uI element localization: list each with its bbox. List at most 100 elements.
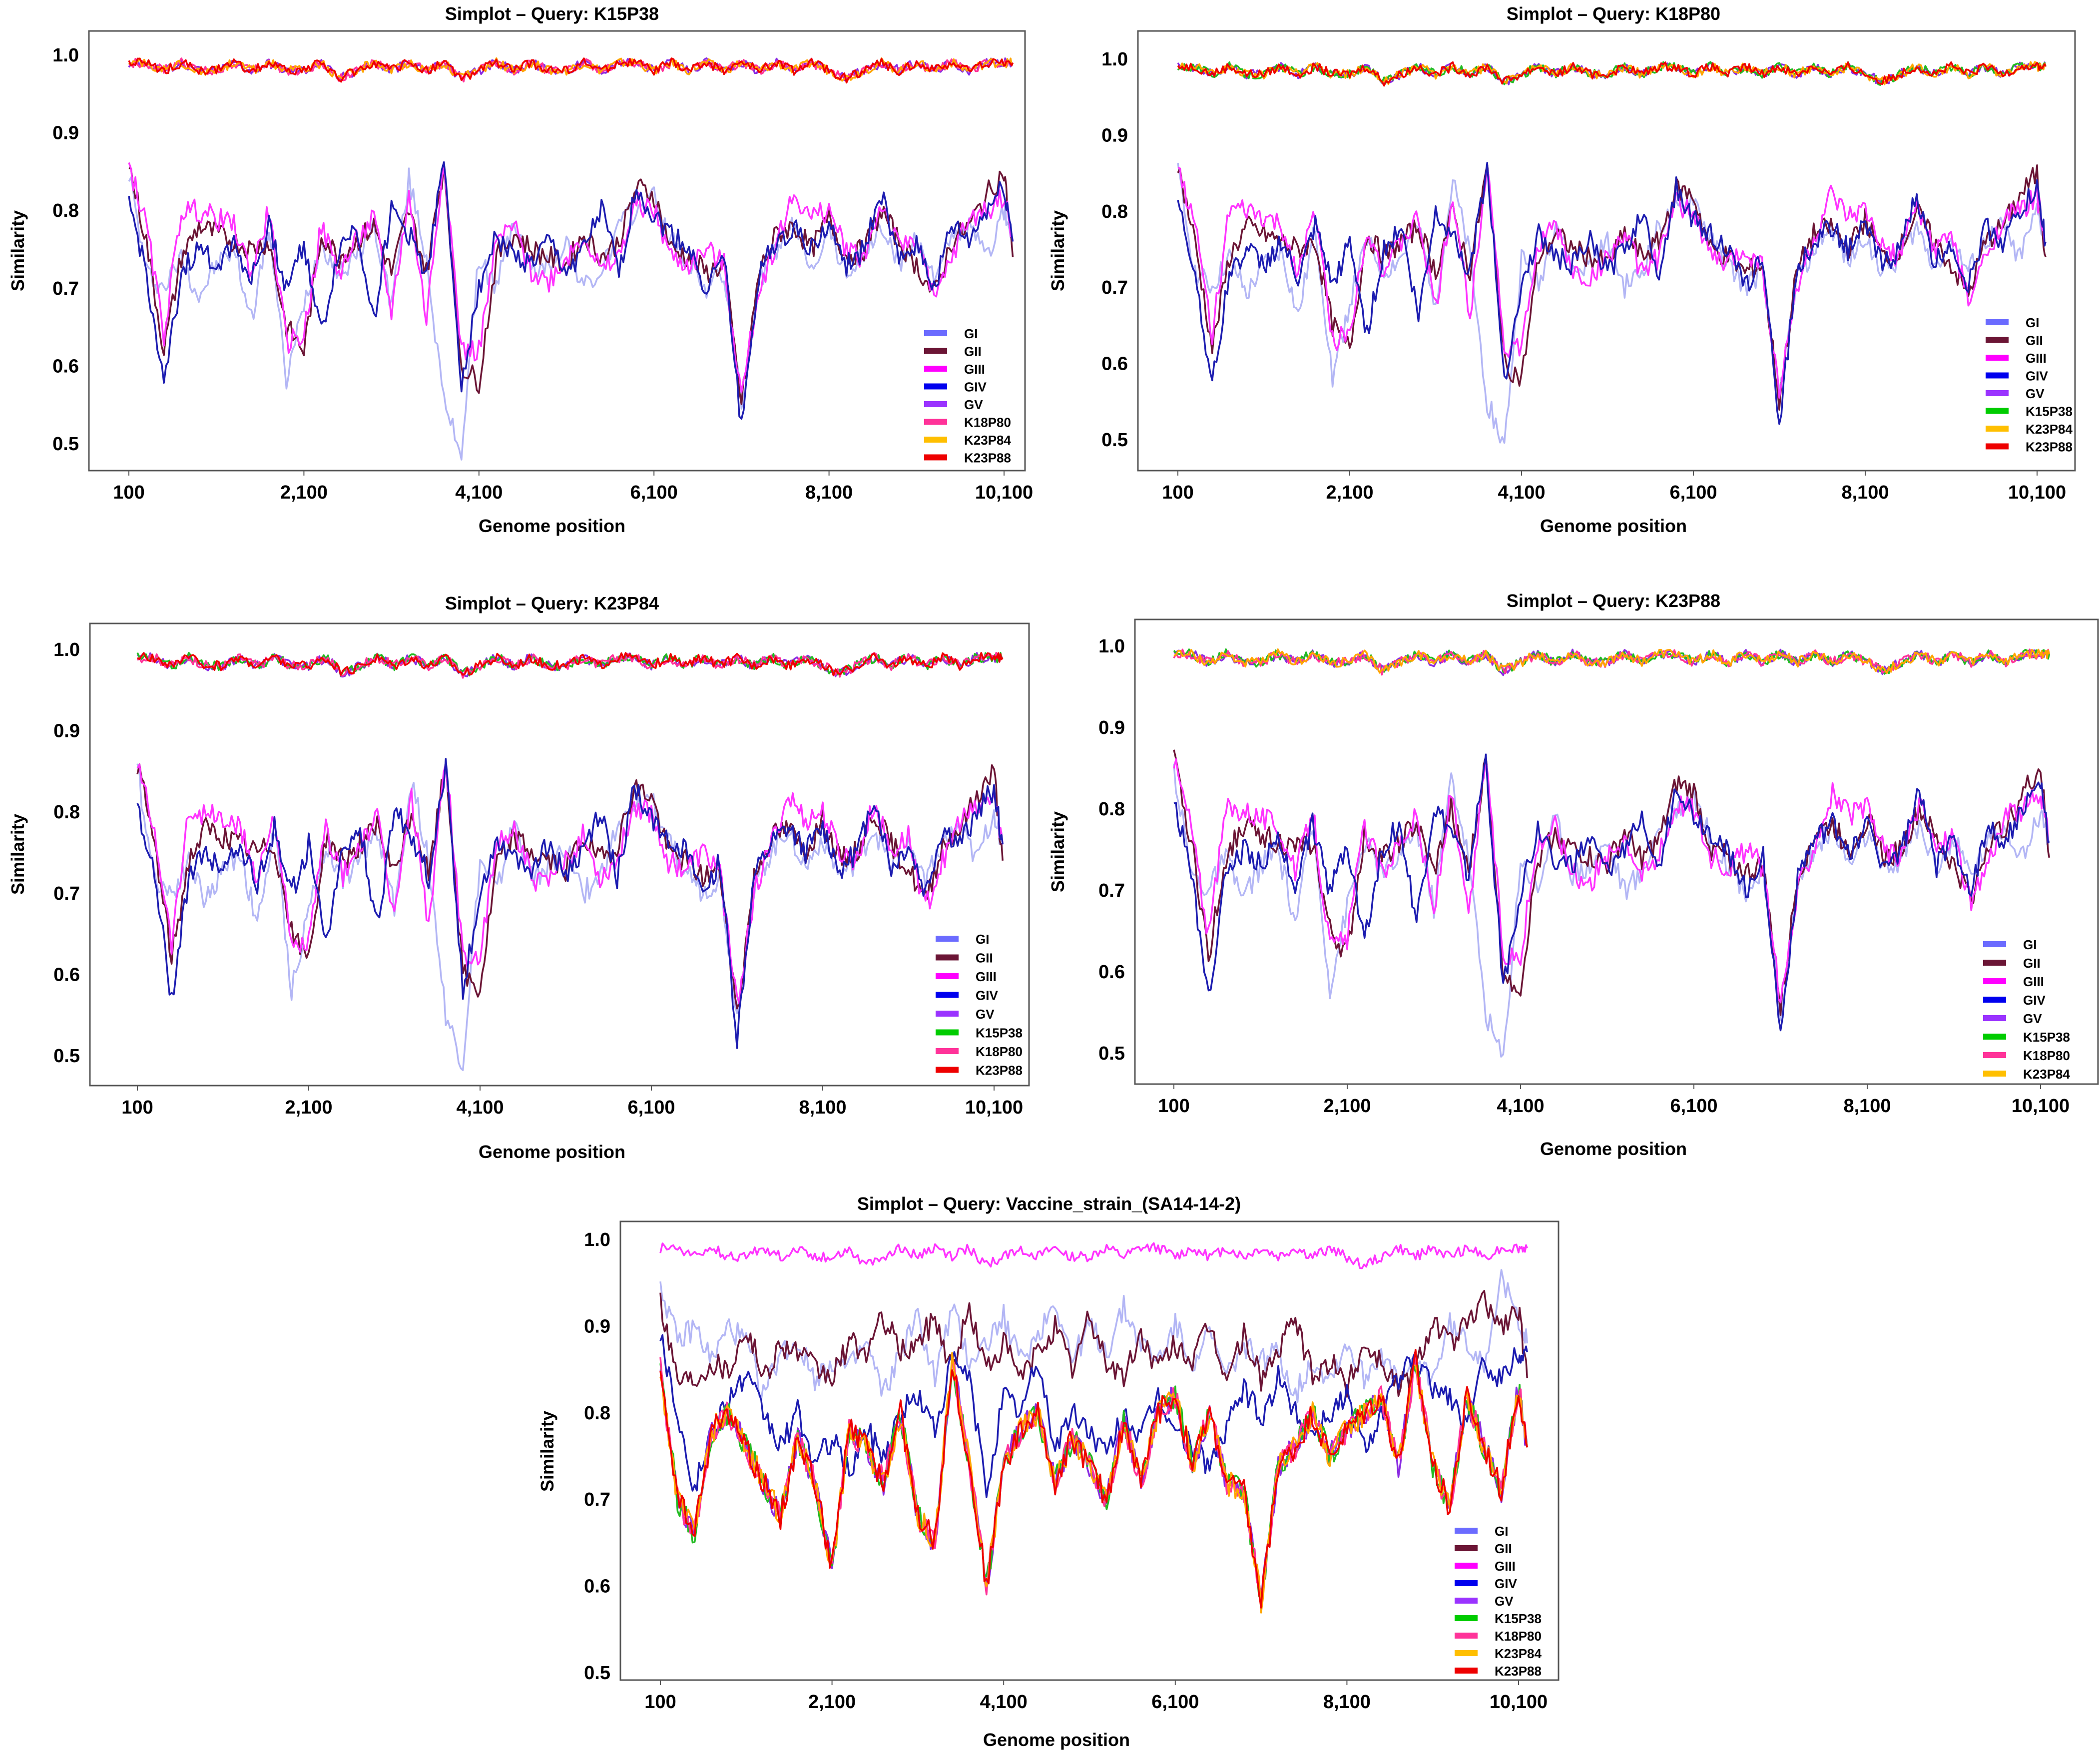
plot-frame <box>1134 618 2099 1085</box>
series-line-k18p80 <box>659 1354 1528 1596</box>
x-tick-label: 6,100 <box>1669 482 1717 503</box>
legend-label: GV <box>2023 1011 2042 1026</box>
x-axis-label: Genome position <box>983 1730 1130 1750</box>
y-ticks: 0.5 0.6 0.7 0.8 0.9 1.0 <box>53 639 80 1067</box>
legend-swatch <box>1986 390 2009 396</box>
x-tick-label: 10,100 <box>965 1097 1023 1118</box>
x-ticks: 100 2,100 4,100 6,100 8,100 10,100 <box>113 471 1033 503</box>
x-tick-label: 4,100 <box>1498 482 1545 503</box>
legend-label: GII <box>1495 1541 1512 1556</box>
y-tick-label: 1.0 <box>1101 49 1128 70</box>
legend-swatch <box>1455 1650 1478 1656</box>
legend-label: K23P88 <box>1495 1664 1542 1679</box>
series-line-giv <box>659 1334 1528 1498</box>
legend-label: GIV <box>964 380 987 395</box>
legend-swatch <box>1983 960 2006 966</box>
series-line-k23p84 <box>1173 648 2051 674</box>
x-tick-label: 100 <box>1158 1096 1189 1117</box>
series-line-k15p38 <box>136 651 1003 677</box>
legend-label: GII <box>2026 333 2043 348</box>
legend-swatch <box>936 1011 959 1017</box>
chart-panel-k18p80: Simplot – Query: K18P80 Similarity Genom… <box>1048 3 2076 536</box>
plot-frame <box>619 1220 1560 1681</box>
y-tick-label: 0.6 <box>53 964 80 985</box>
legend-label: K15P38 <box>976 1026 1023 1041</box>
x-axis-label: Genome position <box>479 1142 625 1162</box>
x-tick-label: 100 <box>113 482 144 503</box>
y-axis-label: Similarity <box>1048 210 1068 291</box>
y-tick-label: 0.8 <box>584 1403 610 1424</box>
y-tick-label: 0.5 <box>1101 430 1128 451</box>
series-line-giii <box>136 763 1004 1005</box>
x-axis-label: Genome position <box>1540 516 1687 536</box>
legend-label: K23P84 <box>2023 1067 2070 1082</box>
x-tick-label: 100 <box>644 1692 676 1713</box>
chart-panel-vaccine-strain: Simplot – Query: Vaccine_strain_(SA14-14… <box>537 1193 1560 1750</box>
legend-swatch <box>924 330 947 336</box>
legend-label: GI <box>2026 315 2039 330</box>
legend-label: K23P84 <box>964 433 1011 448</box>
legend-swatch <box>1983 978 2006 984</box>
y-ticks: 0.5 0.6 0.7 0.8 0.9 1.0 <box>52 45 79 455</box>
y-axis-label: Similarity <box>7 210 28 291</box>
series-line-gi <box>659 1269 1528 1403</box>
x-tick-label: 2,100 <box>285 1097 332 1118</box>
series-line-k23p88 <box>128 57 1014 84</box>
x-tick-label: 10,100 <box>975 482 1033 503</box>
legend-label: GV <box>964 397 983 412</box>
y-tick-label: 0.5 <box>584 1663 610 1684</box>
y-ticks: 0.5 0.6 0.7 0.8 0.9 1.0 <box>584 1229 610 1684</box>
legend-label: GIV <box>976 988 998 1003</box>
legend-label: K18P80 <box>2023 1048 2070 1063</box>
legend-swatch <box>924 366 947 372</box>
y-tick-label: 0.6 <box>1098 962 1125 983</box>
y-tick-label: 0.7 <box>1101 277 1128 298</box>
y-tick-label: 0.9 <box>1101 125 1128 146</box>
legend-label: K15P38 <box>1495 1611 1542 1626</box>
series-lines <box>1173 648 2051 1058</box>
legend-label: GV <box>1495 1594 1514 1609</box>
legend-label: GII <box>2023 956 2041 971</box>
x-axis-label: Genome position <box>1540 1139 1687 1159</box>
y-tick-label: 0.6 <box>584 1576 610 1597</box>
chart-title: Simplot – Query: K23P84 <box>445 593 659 613</box>
legend-swatch <box>936 992 959 998</box>
legend-label: GIII <box>2023 974 2044 989</box>
legend-label: GI <box>2023 937 2037 952</box>
x-tick-label: 8,100 <box>799 1097 846 1118</box>
x-tick-label: 8,100 <box>1841 482 1889 503</box>
legend-swatch <box>924 454 947 461</box>
series-line-giv <box>1177 162 2047 425</box>
legend-label: K23P88 <box>976 1063 1023 1078</box>
legend-label: GIII <box>1495 1559 1516 1574</box>
legend-label: GV <box>976 1007 995 1022</box>
legend: GI GII GIII GIV GV K15P38 K23P84 K23P88 <box>1986 315 2073 455</box>
series-line-giii <box>128 162 1014 393</box>
y-tick-label: 0.9 <box>1098 717 1125 738</box>
x-ticks: 100 2,100 4,100 6,100 8,100 10,100 <box>644 1680 1548 1713</box>
legend-swatch <box>1455 1580 1478 1586</box>
plot-frame <box>89 622 1030 1087</box>
series-line-giv <box>1173 753 2050 1032</box>
legend-swatch <box>1986 372 2009 379</box>
series-line-giii <box>1173 758 2050 1004</box>
chart-panel-k23p84: Simplot – Query: K23P84 Similarity Genom… <box>7 593 1030 1162</box>
y-ticks: 0.5 0.6 0.7 0.8 0.9 1.0 <box>1098 636 1125 1064</box>
legend-label: K18P80 <box>976 1044 1023 1059</box>
x-ticks: 100 2,100 4,100 6,100 8,100 10,100 <box>121 1086 1023 1118</box>
x-tick-label: 2,100 <box>280 482 328 503</box>
x-tick-label: 6,100 <box>630 482 678 503</box>
chart-panel-k15p38: Simplot – Query: K15P38 Similarity Genom… <box>7 3 1033 536</box>
legend-swatch <box>1986 426 2009 432</box>
y-tick-label: 0.7 <box>53 883 80 904</box>
legend-label: GI <box>964 326 978 341</box>
legend-swatch <box>1983 1015 2006 1021</box>
legend-swatch <box>936 936 959 942</box>
series-lines <box>659 1242 1528 1614</box>
legend-label: K15P38 <box>2026 404 2073 419</box>
x-tick-label: 10,100 <box>2008 482 2066 503</box>
series-line-k23p84 <box>659 1352 1528 1614</box>
y-tick-label: 0.8 <box>1098 799 1125 820</box>
legend-swatch <box>1455 1563 1478 1569</box>
legend-label: GIII <box>2026 351 2047 366</box>
